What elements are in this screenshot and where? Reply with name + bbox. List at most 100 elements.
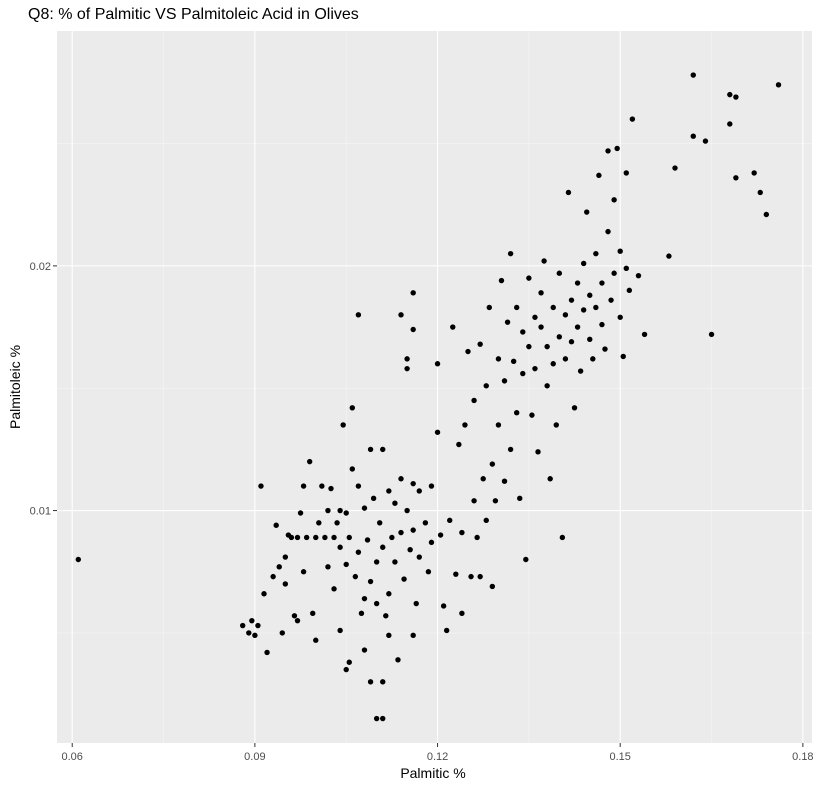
data-point (300, 569, 307, 575)
data-point (313, 637, 319, 643)
data-point (510, 358, 517, 365)
data-point (492, 498, 499, 504)
data-point (349, 466, 356, 472)
data-point (395, 657, 401, 663)
x-axis-ticks: 0.06 0.09 0.12 0.15 0.18 (62, 743, 814, 763)
data-point (690, 72, 696, 78)
x-tick-label: 0.18 (792, 751, 813, 763)
data-point (422, 520, 429, 526)
data-point (367, 578, 374, 585)
data-point (501, 478, 508, 484)
data-point (611, 270, 617, 276)
data-point (690, 133, 696, 139)
data-point (240, 622, 246, 629)
data-point (249, 617, 255, 624)
data-point (440, 603, 447, 609)
data-point (520, 329, 526, 335)
data-point (602, 346, 608, 352)
data-point (404, 356, 410, 362)
data-point (498, 277, 505, 284)
data-point (270, 573, 276, 580)
data-point (605, 148, 611, 154)
data-point (614, 145, 620, 152)
x-axis-label: Palmitic % (400, 765, 465, 781)
data-point (331, 534, 337, 541)
data-point (520, 370, 526, 377)
data-point (611, 197, 617, 203)
data-point (495, 356, 502, 362)
data-point (325, 507, 331, 514)
data-point (410, 480, 416, 487)
data-point (666, 253, 672, 259)
data-point (355, 312, 362, 318)
data-point (264, 649, 270, 656)
data-point (641, 331, 648, 338)
data-point (550, 361, 556, 367)
data-point (459, 529, 465, 536)
data-point (343, 510, 349, 516)
data-point (733, 94, 739, 100)
x-tick-label: 0.09 (244, 751, 265, 763)
data-point (556, 270, 563, 276)
data-point (410, 632, 416, 639)
data-point (361, 595, 368, 602)
data-point (425, 569, 432, 575)
data-point (538, 290, 544, 296)
data-point (453, 571, 459, 577)
y-tick-label: 0.02 (30, 261, 51, 273)
data-point (373, 559, 380, 565)
data-point (282, 554, 289, 560)
data-point (380, 679, 386, 685)
data-point (605, 228, 611, 235)
data-point (373, 715, 380, 722)
data-point (562, 356, 569, 362)
data-point (291, 613, 298, 619)
data-point (617, 248, 623, 254)
data-point (416, 554, 422, 560)
data-point (483, 383, 489, 389)
data-point (532, 314, 538, 320)
data-point (562, 312, 569, 318)
data-point (370, 495, 377, 502)
data-point (513, 304, 520, 311)
data-point (434, 361, 441, 367)
data-point (574, 324, 581, 330)
data-point (316, 520, 322, 526)
data-point (450, 324, 456, 330)
data-point (504, 319, 511, 325)
data-point (599, 321, 605, 328)
data-point (355, 549, 362, 555)
data-point (255, 622, 261, 629)
data-point (590, 356, 596, 362)
x-tick-label: 0.12 (427, 751, 448, 763)
data-point (297, 510, 304, 516)
data-point (474, 534, 480, 541)
data-point (413, 600, 419, 607)
data-point (75, 556, 82, 563)
data-point (288, 534, 295, 541)
data-point (727, 121, 733, 127)
data-point (383, 613, 389, 619)
data-point (535, 449, 541, 455)
data-point (523, 556, 529, 563)
data-point (334, 520, 340, 526)
data-point (407, 547, 413, 553)
data-point (471, 397, 477, 404)
data-point (337, 544, 343, 550)
data-point (273, 522, 279, 528)
data-point (526, 275, 532, 281)
data-point (751, 170, 757, 176)
data-point (325, 564, 331, 570)
data-point (547, 476, 553, 482)
data-point (261, 591, 267, 597)
data-points (75, 72, 782, 722)
data-point (398, 529, 404, 536)
data-point (471, 498, 477, 504)
data-point (428, 483, 435, 489)
data-point (279, 630, 285, 636)
data-point (456, 441, 462, 448)
data-point (513, 409, 520, 416)
data-point (343, 561, 349, 568)
data-point (501, 378, 508, 384)
x-tick-label: 0.06 (62, 751, 83, 763)
